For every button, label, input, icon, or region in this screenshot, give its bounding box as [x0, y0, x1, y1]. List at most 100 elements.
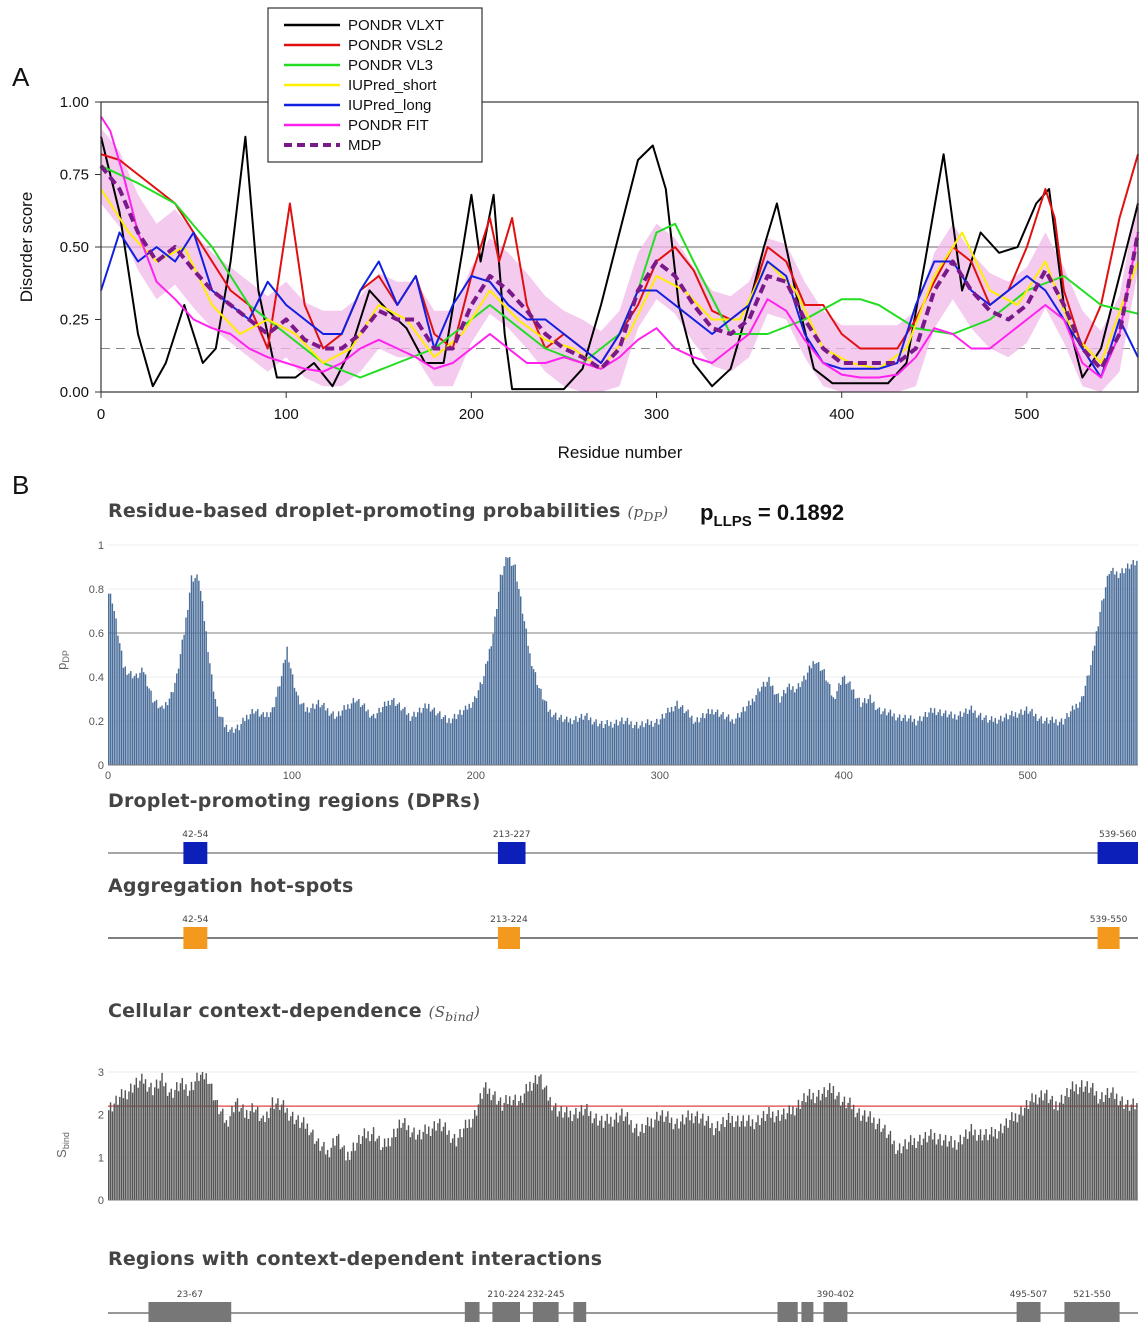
bar-residue-367 [781, 1114, 783, 1200]
bar-residue-286 [632, 1132, 634, 1200]
bar-residue-417 [873, 1117, 875, 1200]
bar-residue-10 [124, 1090, 126, 1200]
bar-residue-452 [937, 1139, 939, 1200]
bar-residue-43 [185, 617, 187, 765]
bar-residue-263 [589, 1111, 592, 1200]
bar-residue-390 [823, 1087, 825, 1200]
bar-residue-317 [689, 717, 691, 765]
bar-residue-1 [108, 593, 110, 765]
bar-residue-35 [170, 1088, 172, 1200]
bar-residue-453 [939, 709, 941, 765]
bar-residue-90 [271, 707, 274, 765]
legend-label-0: PONDR VLXT [348, 17, 444, 34]
bar-residue-384 [812, 1092, 814, 1200]
bar-residue-140 [363, 703, 366, 765]
bar-residue-315 [685, 1117, 687, 1200]
bar-residue-24 [150, 690, 152, 765]
bar-residue-386 [816, 662, 818, 765]
bar-residue-164 [407, 713, 410, 765]
bar-residue-266 [595, 1113, 597, 1200]
bar-residue-168 [415, 1139, 417, 1200]
bar-residue-176 [429, 1136, 432, 1200]
bar-residue-49 [196, 574, 198, 765]
bar-residue-55 [207, 652, 209, 765]
legend-label-5: PONDR FIT [348, 117, 429, 134]
bar-residue-203 [479, 1093, 481, 1200]
bar-residue-326 [705, 713, 708, 765]
bar-residue-146 [374, 718, 377, 765]
region-label-8: 495-507 [1010, 1290, 1048, 1300]
bar-residue-11 [126, 1099, 128, 1200]
bar-residue-422 [882, 1128, 884, 1200]
bar-residue-209 [490, 1100, 492, 1200]
bar-residue-58 [212, 691, 215, 765]
bar-residue-370 [786, 687, 789, 765]
bar-residue-244 [554, 1103, 557, 1200]
bar-residue-51 [199, 1074, 202, 1200]
region-box-6 [801, 1302, 814, 1322]
bar-residue-248 [562, 721, 564, 765]
bar-residue-215 [501, 575, 504, 765]
bar-residue-228 [525, 628, 527, 765]
bar-residue-133 [350, 703, 353, 765]
bar-residue-340 [731, 1115, 733, 1200]
x-tick-label-500: 500 [1014, 406, 1039, 423]
bar-residue-508 [1040, 1090, 1042, 1200]
bar-residue-466 [963, 712, 965, 765]
bar-residue-471 [972, 1135, 974, 1200]
bar-residue-464 [959, 1134, 962, 1200]
bar-residue-293 [645, 723, 647, 765]
bar-residue-540 [1099, 1099, 1101, 1200]
bar-residue-264 [591, 1123, 594, 1200]
bar-residue-211 [494, 616, 496, 765]
bar-residue-122 [330, 713, 332, 765]
region-box-4 [573, 1302, 587, 1322]
bar-residue-347 [744, 1126, 746, 1200]
bar-residue-239 [545, 1085, 548, 1200]
bar-residue-498 [1022, 714, 1024, 765]
region-box-0 [148, 1302, 232, 1322]
bar-residue-240 [547, 711, 550, 765]
bar-residue-354 [757, 1115, 759, 1200]
series-mdp [99, 164, 1140, 371]
bar-residue-105 [299, 704, 301, 765]
bar-residue-210 [492, 633, 494, 765]
bar-residue-322 [698, 722, 700, 765]
bar-residue-484 [996, 723, 998, 765]
bar-residue-205 [483, 1087, 485, 1200]
bar-residue-6 [117, 635, 119, 765]
bar-residue-84 [260, 714, 263, 765]
bar-residue-22 [146, 1091, 149, 1200]
bar-residue-529 [1079, 702, 1081, 765]
bar-residue-294 [646, 719, 649, 765]
bar-residue-241 [549, 709, 551, 765]
bar-residue-78 [249, 1111, 252, 1200]
bar-residue-512 [1047, 723, 1050, 765]
bar-residue-544 [1106, 1088, 1109, 1200]
bar-residue-539 [1097, 1103, 1099, 1200]
bar-residue-192 [459, 1129, 461, 1200]
disorder-chart: 0 100 200 300 400 500 0.00 0.25 0.50 0.75 1.00 Res… [17, 7, 1140, 462]
bar-residue-212 [496, 1104, 498, 1200]
bar-residue-556 [1128, 1110, 1131, 1200]
bar-residue-129 [343, 705, 345, 765]
bar-residue-87 [266, 712, 268, 765]
bar-residue-488 [1003, 717, 1006, 765]
bar-residue-210 [492, 1094, 494, 1200]
bar-residue-192 [459, 709, 461, 765]
bar-residue-182 [440, 1131, 443, 1200]
bar-residue-79 [251, 1103, 253, 1200]
bar-residue-385 [814, 1103, 816, 1200]
bar-residue-124 [334, 1145, 336, 1200]
bar-residue-341 [733, 1127, 735, 1200]
bar-residue-392 [827, 1090, 829, 1200]
bar-residue-75 [244, 1117, 246, 1200]
bar-residue-381 [806, 672, 809, 765]
y-tick-label-0: 0 [98, 1195, 104, 1207]
x-tick-label-0: 0 [97, 406, 105, 423]
bar-residue-475 [979, 712, 982, 765]
bar-residue-8 [120, 1089, 123, 1200]
bar-residue-45 [188, 592, 191, 765]
bar-residue-352 [753, 1129, 756, 1200]
bar-residue-49 [196, 1072, 198, 1200]
